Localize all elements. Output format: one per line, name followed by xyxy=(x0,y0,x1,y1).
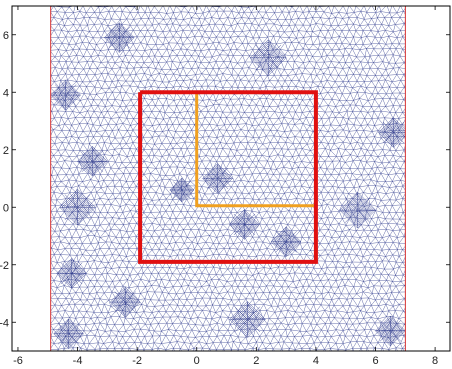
axis-ticks xyxy=(12,6,450,351)
y-tick-label: 4 xyxy=(3,87,9,99)
x-tick-label: 4 xyxy=(313,355,319,367)
refined-mesh-patch xyxy=(53,318,84,349)
mesh-boundary xyxy=(50,6,406,351)
x-tick-label: 2 xyxy=(253,355,259,367)
refined-mesh-patch xyxy=(50,79,81,111)
refined-mesh-patch xyxy=(378,117,406,148)
refined-mesh-patch xyxy=(375,315,406,347)
refined-mesh-patch xyxy=(339,191,376,229)
x-tick-label: 0 xyxy=(194,355,200,367)
orange-path xyxy=(195,92,316,208)
y-tick-label: -4 xyxy=(0,317,9,329)
x-tick-label: 8 xyxy=(432,355,438,367)
overlay-paths xyxy=(138,90,318,264)
axes-frame xyxy=(11,5,451,352)
x-tick-label: -2 xyxy=(132,355,142,367)
y-tick-label: 0 xyxy=(3,202,9,214)
refined-mesh-patch xyxy=(109,286,141,318)
red-square-path xyxy=(138,90,318,264)
refined-mesh-patch xyxy=(229,209,260,240)
axis-tick-labels: -6 -4 -2 0 2 4 6 8 -4 -2 0 2 4 6 xyxy=(0,30,438,367)
x-tick-label: -6 xyxy=(13,355,23,367)
x-tick-label: 6 xyxy=(372,355,378,367)
x-tick-label: -4 xyxy=(73,355,83,367)
refined-mesh-patch xyxy=(59,189,96,226)
refined-mesh-patch xyxy=(77,146,108,177)
y-tick-label: -2 xyxy=(0,260,9,272)
refined-mesh-patch xyxy=(104,22,135,53)
refined-mesh-patch xyxy=(229,301,266,338)
y-tick-label: 6 xyxy=(3,30,9,42)
refined-mesh-patch xyxy=(250,39,287,76)
refined-mesh-patch xyxy=(169,177,195,203)
refined-mesh-patch xyxy=(202,163,233,194)
refined-mesh-patch xyxy=(56,258,87,289)
y-tick-label: 2 xyxy=(3,145,9,157)
refined-mesh-patch xyxy=(270,226,302,257)
